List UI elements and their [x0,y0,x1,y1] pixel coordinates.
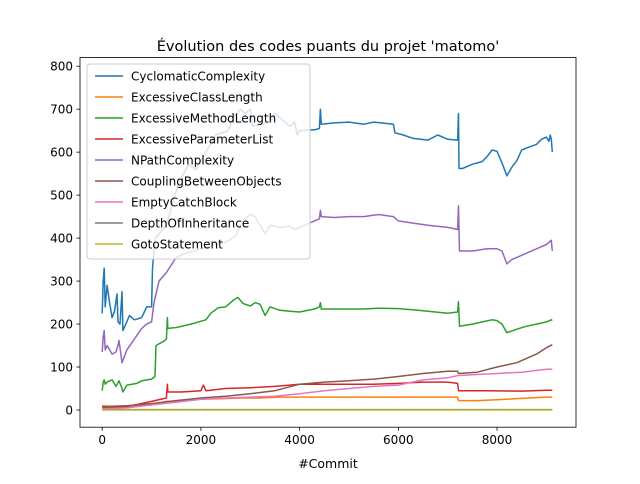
series-layer [101,108,554,411]
x-tick-label: 4000 [284,433,315,447]
y-tick-label: 0 [65,404,73,418]
y-tick-label: 500 [50,189,73,203]
x-tick-label: 0 [98,433,106,447]
legend-entry-label: CouplingBetweenObjects [131,175,282,189]
legend-entry-label: GotoStatement [131,238,223,252]
legend-entry-label: CyclomaticComplexity [131,70,265,84]
y-tick-label: 800 [50,60,73,74]
legend-entry-label: DepthOfInheritance [131,217,249,231]
y-tick-label: 100 [50,361,73,375]
legend-entry-label: EmptyCatchBlock [131,196,237,210]
legend-box [86,63,311,260]
series-line-excessivemethodlength [101,296,553,393]
x-tick-label: 2000 [186,433,217,447]
chart-title: Évolution des codes puants du projet 'ma… [157,38,499,55]
plot-frame [79,57,577,428]
legend-entry-label: NPathComplexity [131,154,234,168]
x-tick-label: 6000 [383,433,414,447]
x-tick-label: 8000 [482,433,513,447]
series-line-couplingbetweenobjects [102,344,553,408]
legend: CyclomaticComplexity ExcessiveClassLength… [86,63,311,260]
y-tick-label: 400 [50,232,73,246]
y-tick-label: 300 [50,275,73,289]
legend-entry-label: ExcessiveMethodLength [131,112,276,126]
series-line-excessiveparameterlist [102,381,553,409]
axes-layer: 0 2000 4000 6000 8000 0 100 200 300 400 500 600 700 8… [50,57,577,447]
legend-entry-label: ExcessiveParameterList [131,133,273,147]
y-tick-label: 700 [50,103,73,117]
y-tick-label: 200 [50,318,73,332]
y-tick-label: 600 [50,146,73,160]
x-axis-label: #Commit [298,456,358,471]
series-line-emptycatchblock [102,368,553,410]
legend-entry-label: ExcessiveClassLength [131,91,263,105]
